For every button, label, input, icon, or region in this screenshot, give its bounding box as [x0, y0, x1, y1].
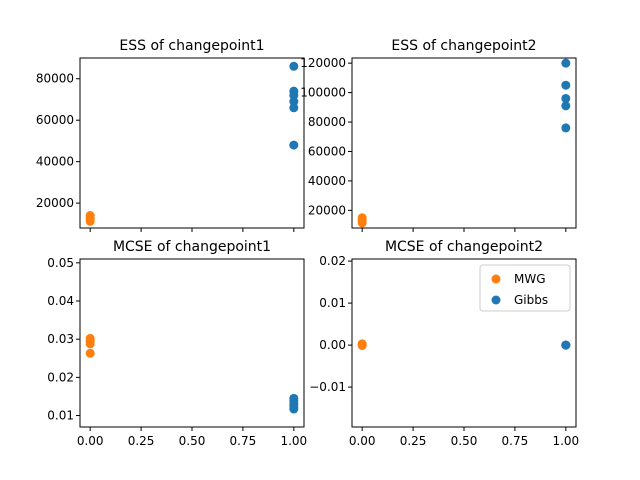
- data-point: [289, 90, 299, 100]
- data-point: [561, 80, 571, 90]
- axes-frame: [351, 57, 577, 229]
- y-tick-label: 60000: [308, 144, 346, 158]
- y-tick-label: −0.01: [309, 380, 346, 394]
- subplot-title: MCSE of changepoint1: [113, 239, 271, 255]
- y-tick-label: 40000: [36, 155, 74, 169]
- axes-frame: [351, 258, 577, 428]
- data-point: [289, 97, 299, 107]
- legend-label: MWG: [514, 272, 546, 286]
- y-tick-label: 60000: [36, 113, 74, 127]
- x-tick-label: 1.00: [552, 434, 579, 448]
- x-tick-label: 0.25: [128, 434, 155, 448]
- y-tick-label: 40000: [308, 174, 346, 188]
- x-tick-label: 1.00: [280, 434, 307, 448]
- y-tick-label: 0.01: [319, 296, 346, 310]
- y-tick-label: 80000: [308, 115, 346, 129]
- axes-frame: [79, 57, 305, 229]
- data-point: [289, 61, 299, 71]
- data-point: [561, 123, 571, 133]
- subplot-2: ESS of changepoint2 20000 40000 60000 80000 1…: [300, 38, 577, 232]
- data-point: [289, 404, 299, 414]
- y-tick-label: 0.04: [47, 294, 74, 308]
- data-point: [561, 93, 571, 103]
- y-tick-label: 120000: [300, 56, 346, 70]
- legend-marker: [491, 274, 501, 284]
- subplot-title: MCSE of changepoint2: [385, 239, 543, 255]
- subplot-1: ESS of changepoint1 20000 40000 60000 80000: [36, 38, 305, 232]
- legend-label: Gibbs: [514, 293, 548, 307]
- y-tick-label: 0.00: [319, 338, 346, 352]
- data-point: [357, 218, 367, 228]
- axes-frame: [79, 258, 305, 428]
- y-tick-label: 100000: [300, 86, 346, 100]
- x-tick-label: 0.00: [349, 434, 376, 448]
- y-tick-label: 20000: [308, 203, 346, 217]
- x-tick-label: 0.75: [230, 434, 257, 448]
- y-tick-label: 0.03: [47, 332, 74, 346]
- data-point: [85, 339, 95, 349]
- y-tick-label: 20000: [36, 196, 74, 210]
- x-tick-label: 0.50: [451, 434, 478, 448]
- y-tick-label: 0.02: [319, 254, 346, 268]
- x-tick-label: 0.50: [179, 434, 206, 448]
- y-tick-label: 0.02: [47, 370, 74, 384]
- data-point: [85, 348, 95, 358]
- subplot-title: ESS of changepoint2: [391, 38, 536, 54]
- data-point: [357, 341, 367, 351]
- data-point: [561, 340, 571, 350]
- subplot-title: ESS of changepoint1: [119, 38, 264, 54]
- x-tick-label: 0.75: [502, 434, 529, 448]
- data-point: [561, 101, 571, 111]
- y-tick-label: 0.01: [47, 409, 74, 423]
- legend-frame: [479, 264, 571, 312]
- y-tick-label: 0.05: [47, 256, 74, 270]
- data-point: [289, 140, 299, 150]
- subplot-3: MCSE of changepoint1 0.01 0.02 0.03 0.04 0.05…: [47, 239, 307, 448]
- y-tick-label: 80000: [36, 72, 74, 86]
- x-tick-label: 0.00: [77, 434, 104, 448]
- subplot-4: MCSE of changepoint2 −0.01 0.00 0.01 0.02 0.0…: [309, 239, 579, 448]
- legend-marker: [491, 295, 501, 305]
- data-point: [561, 58, 571, 68]
- data-point: [85, 216, 95, 226]
- legend: MWG Gibbs: [479, 264, 571, 312]
- data-point: [289, 103, 299, 113]
- x-tick-label: 0.25: [400, 434, 427, 448]
